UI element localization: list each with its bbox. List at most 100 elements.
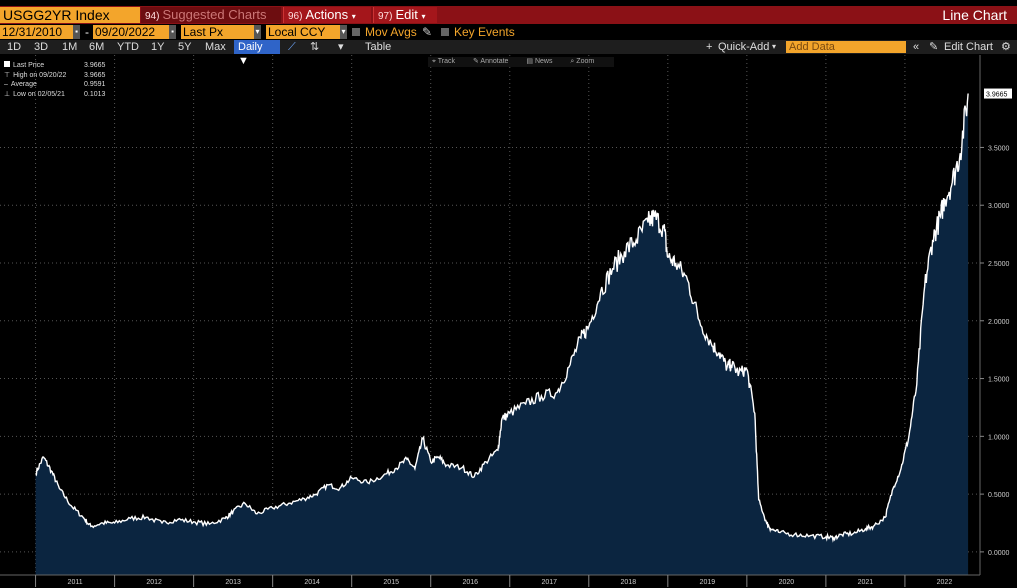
track-label: Track xyxy=(437,58,456,65)
y-tick-label: 1.0000 xyxy=(988,434,1010,441)
edit-chart-button[interactable]: Edit Chart xyxy=(944,41,993,53)
x-tick-label: 2011 xyxy=(68,579,83,586)
low-marker-icon: ⊥ xyxy=(4,90,11,98)
ticker-field[interactable]: USGG2YR Index xyxy=(0,7,140,23)
chevron-down-icon: ▾ xyxy=(351,12,356,21)
legend-label: Average xyxy=(10,81,37,88)
price-chart[interactable]: 0.0000 0.5000 1.0000 1.5000 2.0000 2.5000 3.00… xyxy=(0,55,1017,588)
start-date-value: 12/31/2010 xyxy=(2,25,63,39)
period-1m[interactable]: 1M xyxy=(62,41,78,53)
legend-value: 0.1013 xyxy=(84,90,106,98)
key-events-checkbox[interactable] xyxy=(441,28,449,36)
period-6m[interactable]: 6M xyxy=(89,41,105,53)
currency-value: Local CCY xyxy=(268,25,326,39)
mov-avgs-checkbox[interactable] xyxy=(352,28,360,36)
y-tick-label: 3.0000 xyxy=(988,203,1010,210)
menu-number: 97) xyxy=(378,11,393,22)
period-max[interactable]: Max xyxy=(205,41,226,53)
last-value-label: 3.9665 xyxy=(984,88,1012,99)
sort-icon[interactable]: ⇅ xyxy=(310,41,320,53)
x-tick-label: 2017 xyxy=(541,579,557,586)
x-tick-label: 2013 xyxy=(225,579,241,586)
legend-value: 3.9665 xyxy=(84,62,106,69)
calendar-icon[interactable]: ▪ xyxy=(73,25,80,39)
view-title: Line Chart xyxy=(942,7,1007,23)
actions-label: Actions xyxy=(305,7,349,22)
top-quote-strip xyxy=(0,0,1017,6)
chevron-down-icon[interactable]: ▾ xyxy=(340,25,347,39)
y-tick-label: 2.0000 xyxy=(988,319,1010,326)
pencil-icon[interactable]: ✎ xyxy=(422,25,433,39)
suggested-charts-label: Suggested Charts xyxy=(162,7,267,22)
legend: Last Price 3.9665 ⊤ High on 09/20/22 3.9665… xyxy=(4,61,105,100)
end-date-value: 09/20/2022 xyxy=(95,25,156,39)
period-ytd[interactable]: YTD xyxy=(117,41,139,53)
y-tick-label: 2.5000 xyxy=(988,261,1010,268)
add-data-input[interactable]: Add Data xyxy=(786,41,906,53)
frequency-value: Daily xyxy=(238,41,263,53)
period-3d[interactable]: 3D xyxy=(34,41,49,53)
zoom-tool[interactable]: ⌕ Zoom xyxy=(570,58,595,65)
menu-number: 96) xyxy=(288,11,303,22)
period-5y[interactable]: 5Y xyxy=(178,41,192,53)
high-marker-icon: ⊤ xyxy=(4,71,11,79)
chevron-down-icon[interactable]: ▾ xyxy=(338,41,344,53)
chevron-down-icon: ▾ xyxy=(421,12,426,21)
news-label: News xyxy=(534,58,553,65)
x-tick-label: 2016 xyxy=(462,579,478,586)
y-tick-label: 0.5000 xyxy=(988,492,1010,499)
calendar-icon[interactable]: ▪ xyxy=(169,25,176,39)
menu-number: 94) xyxy=(145,11,160,22)
y-axis-ticks: 0.0000 0.5000 1.0000 1.5000 2.0000 2.5000 3.00… xyxy=(980,145,1010,557)
annotate-tool[interactable]: ✎ Annotate xyxy=(472,58,509,65)
legend-average: – Average 0.9591 xyxy=(4,80,105,90)
legend-value: 3.9665 xyxy=(84,71,106,79)
x-tick-label: 2012 xyxy=(146,579,162,586)
pencil-icon: ✎ xyxy=(929,41,939,53)
chevron-down-icon: ▼ xyxy=(238,55,249,67)
price-field-value: Last Px xyxy=(183,25,224,39)
start-date-field[interactable]: 12/31/2010 ▪ xyxy=(0,25,80,39)
legend-high: ⊤ High on 09/20/22 3.9665 xyxy=(4,71,105,81)
quick-add-button[interactable]: Quick-Add xyxy=(718,41,770,53)
y-tick-label: 0.0000 xyxy=(988,550,1010,557)
legend-label: Low on 02/05/21 xyxy=(13,90,65,98)
table-button[interactable]: Table xyxy=(365,41,392,53)
average-marker-icon: – xyxy=(4,81,8,88)
suggested-charts-menu[interactable]: 94) Suggested Charts xyxy=(141,7,281,23)
chart-tools: ⌖ Track ✎ Annotate ▤ News ⌕ Zoom xyxy=(428,57,615,67)
price-line xyxy=(35,93,969,543)
x-tick-label: 2015 xyxy=(383,579,399,586)
key-events-label[interactable]: Key Events xyxy=(454,25,515,39)
price-field-select[interactable]: Last Px ▾ xyxy=(181,25,261,39)
line-chart-icon[interactable]: ⟋ xyxy=(288,41,296,53)
last-value-box xyxy=(984,88,1012,99)
period-1y[interactable]: 1Y xyxy=(151,41,165,53)
period-1d[interactable]: 1D xyxy=(7,41,22,53)
zoom-label: Zoom xyxy=(576,58,595,65)
plus-icon: + xyxy=(706,41,713,53)
x-tick-label: 2014 xyxy=(304,579,320,586)
legend-label: High on 09/20/22 xyxy=(13,71,67,79)
chevron-down-icon[interactable]: ▾ xyxy=(254,25,261,39)
gear-icon[interactable]: ⚙ xyxy=(1001,41,1011,53)
end-date-field[interactable]: 09/20/2022 ▪ xyxy=(93,25,176,39)
edit-menu[interactable]: 97) Edit ▾ xyxy=(373,7,437,23)
currency-select[interactable]: Local CCY ▾ xyxy=(266,25,347,39)
mov-avgs-label[interactable]: Mov Avgs xyxy=(365,25,417,39)
y-tick-label: 3.5000 xyxy=(988,145,1010,152)
x-axis-ticks: 2011 2012 2013 2014 2015 2016 2017 2018 2019 2020… xyxy=(35,575,953,587)
legend-low: ⊥ Low on 02/05/21 0.1013 xyxy=(4,90,105,100)
last-value-text: 3.9665 xyxy=(986,92,1008,99)
collapse-icon[interactable]: « xyxy=(913,41,920,53)
frequency-select[interactable]: Daily ▼ xyxy=(234,40,280,67)
actions-menu[interactable]: 96) Actions ▾ xyxy=(283,7,371,23)
annotate-label: Annotate xyxy=(480,58,509,65)
y-tick-label: 1.5000 xyxy=(988,377,1010,384)
news-tool[interactable]: ▤ News xyxy=(526,58,553,65)
legend-label: Last Price xyxy=(13,62,45,69)
edit-label: Edit xyxy=(395,7,418,22)
x-tick-label: 2022 xyxy=(937,579,953,586)
date-separator: - xyxy=(85,25,89,39)
track-tool[interactable]: ⌖ Track xyxy=(432,58,456,65)
